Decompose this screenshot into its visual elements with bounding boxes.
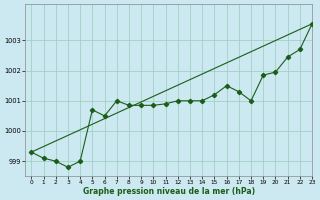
X-axis label: Graphe pression niveau de la mer (hPa): Graphe pression niveau de la mer (hPa) [83, 187, 255, 196]
